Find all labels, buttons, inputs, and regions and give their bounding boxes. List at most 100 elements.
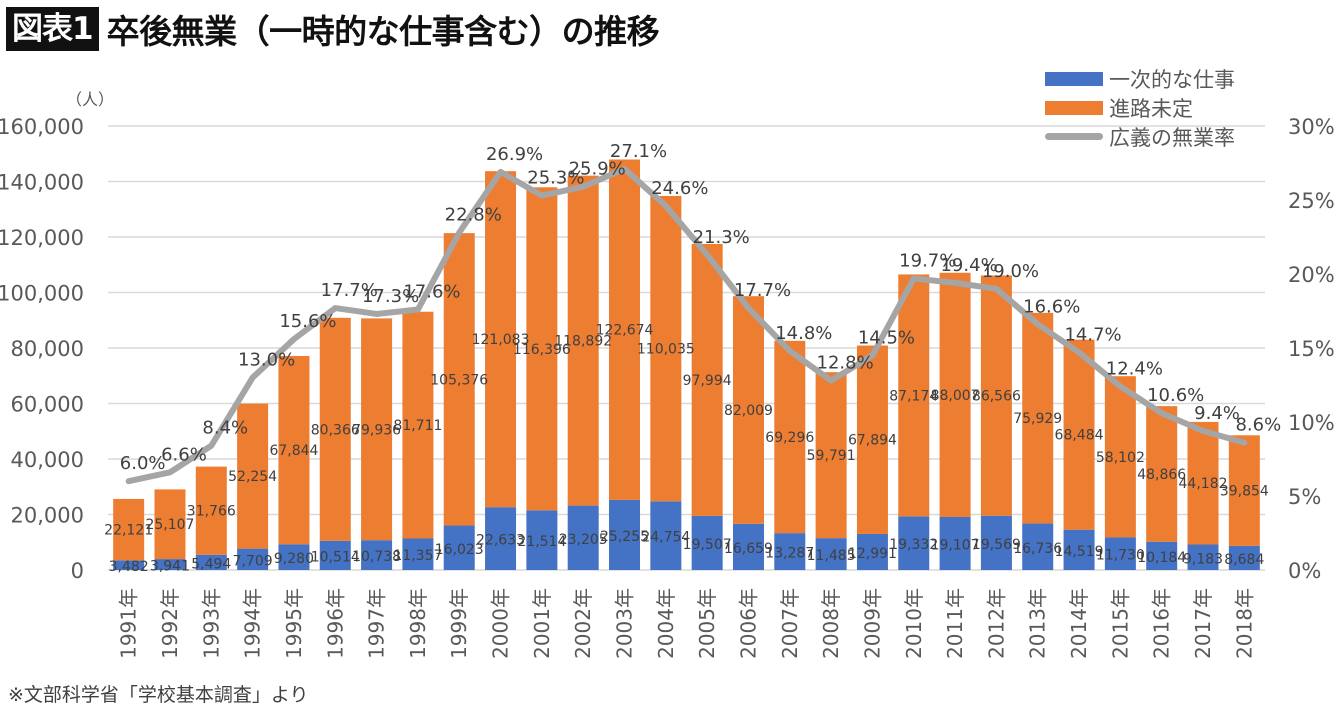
y-tick-label: 140,000: [0, 171, 84, 195]
bar-undecided: [361, 318, 393, 541]
data-label-temporary: 11,357: [393, 548, 442, 564]
data-label-temporary: 10,184: [1137, 550, 1186, 566]
title-text: 卒後無業（一時的な仕事含む）の推移: [106, 12, 660, 51]
y-tick-label: 120,000: [0, 226, 84, 250]
data-label-rate: 21.3%: [693, 227, 750, 248]
bar-undecided: [113, 498, 145, 561]
x-tick-label: 2006年: [736, 588, 760, 659]
bar-temporary: [691, 515, 723, 570]
y-tick-label: 0: [71, 559, 84, 583]
bar-undecided: [1146, 406, 1178, 542]
data-label-temporary: 24,754: [641, 530, 690, 546]
bar-undecided: [732, 296, 764, 524]
bar-temporary: [361, 540, 393, 570]
data-label-undecided: 118,892: [554, 334, 612, 350]
x-tick-label: 2010年: [902, 588, 926, 659]
data-label-undecided: 79,936: [352, 422, 401, 438]
bar-undecided: [485, 171, 517, 508]
data-label-undecided: 68,484: [1055, 428, 1104, 444]
bar-undecided: [195, 466, 227, 555]
bar-temporary: [195, 554, 227, 570]
data-label-rate: 10.6%: [1147, 385, 1204, 406]
data-label-undecided: 67,894: [848, 433, 897, 449]
bar-temporary: [402, 538, 434, 570]
data-label-rate: 12.8%: [817, 353, 874, 374]
bar-undecided: [609, 159, 641, 500]
bar-temporary: [650, 501, 682, 570]
x-tick-label: 1995年: [282, 588, 306, 659]
data-label-undecided: 81,711: [393, 418, 442, 434]
bar-undecided: [815, 372, 847, 539]
bar-temporary: [443, 525, 475, 570]
x-tick-label: 2001年: [530, 588, 554, 659]
bar-temporary: [898, 516, 930, 570]
x-tick-label: 2000年: [489, 588, 513, 659]
data-label-rate: 17.7%: [321, 280, 378, 301]
figure-badge: 図表1: [6, 7, 99, 51]
x-tick-label: 2012年: [984, 588, 1008, 659]
bar-undecided: [1022, 312, 1054, 524]
data-label-temporary: 9,183: [1183, 551, 1223, 567]
x-tick-label: 1992年: [158, 588, 182, 659]
data-label-rate: 14.5%: [858, 327, 915, 348]
x-tick-label: 1994年: [241, 588, 265, 659]
legend-item-temporary: 一次的な仕事: [1045, 64, 1235, 93]
bar-temporary: [774, 533, 806, 570]
bar-undecided: [980, 275, 1012, 516]
data-label-temporary: 12,991: [848, 546, 897, 562]
data-label-undecided: 87,174: [889, 388, 938, 404]
x-tick-label: 1998年: [406, 588, 430, 659]
x-tick-label: 1991年: [117, 588, 141, 659]
data-label-undecided: 88,007: [931, 388, 980, 404]
legend-label: 一次的な仕事: [1109, 67, 1235, 92]
y-tick-label: 20,000: [11, 504, 84, 528]
bar-undecided: [1228, 435, 1260, 546]
data-label-rate: 19.7%: [899, 250, 956, 271]
data-label-undecided: 105,376: [430, 372, 488, 388]
data-label-temporary: 25,255: [600, 529, 649, 545]
data-label-rate: 8.6%: [1235, 415, 1281, 436]
legend-item-undecided: 進路未定: [1045, 93, 1235, 122]
bar-undecided: [1187, 421, 1219, 545]
y2-tick-label: 20%: [1288, 263, 1335, 287]
bar-undecided: [774, 340, 806, 534]
bar-temporary: [237, 548, 269, 570]
bar-undecided: [237, 403, 269, 549]
data-label-temporary: 19,332: [889, 537, 938, 553]
data-label-undecided: 48,866: [1137, 467, 1186, 483]
data-label-rate: 14.7%: [1064, 324, 1121, 345]
source-note: ※文部科学省「学校基本調査」より: [8, 684, 309, 706]
data-label-temporary: 3,941: [150, 559, 190, 575]
data-label-undecided: 22,121: [104, 523, 153, 539]
bar-undecided: [154, 489, 186, 560]
bar-undecided: [1063, 339, 1095, 530]
x-tick-label: 2014年: [1067, 588, 1091, 659]
data-label-temporary: 16,736: [1013, 541, 1062, 557]
bar-undecided: [691, 243, 723, 516]
bar-undecided: [567, 175, 599, 506]
data-label-rate: 6.6%: [161, 444, 207, 465]
data-label-undecided: 116,396: [513, 342, 571, 358]
data-label-rate: 17.3%: [362, 286, 419, 307]
data-label-rate: 25.9%: [569, 159, 626, 180]
data-label-temporary: 10,514: [311, 549, 360, 565]
bar-undecided: [526, 187, 558, 511]
chart-title: 図表1 卒後無業（一時的な仕事含む）の推移: [6, 6, 660, 52]
bar-undecided: [319, 317, 351, 541]
data-label-undecided: 39,854: [1220, 484, 1269, 500]
bar-temporary: [526, 510, 558, 570]
y2-tick-label: 30%: [1288, 115, 1335, 139]
data-label-temporary: 5,494: [191, 556, 231, 572]
data-label-temporary: 3,482: [109, 559, 149, 575]
bar-temporary: [1146, 541, 1178, 570]
bar-undecided: [278, 355, 310, 545]
bar-temporary: [1063, 529, 1095, 570]
bar-undecided: [939, 272, 971, 517]
data-label-rate: 14.8%: [775, 323, 832, 344]
data-label-rate: 17.6%: [403, 282, 460, 303]
data-label-undecided: 58,102: [1096, 450, 1145, 466]
bar-temporary: [1022, 523, 1054, 570]
line-rate: [125, 165, 1248, 485]
bar-temporary: [485, 507, 517, 570]
